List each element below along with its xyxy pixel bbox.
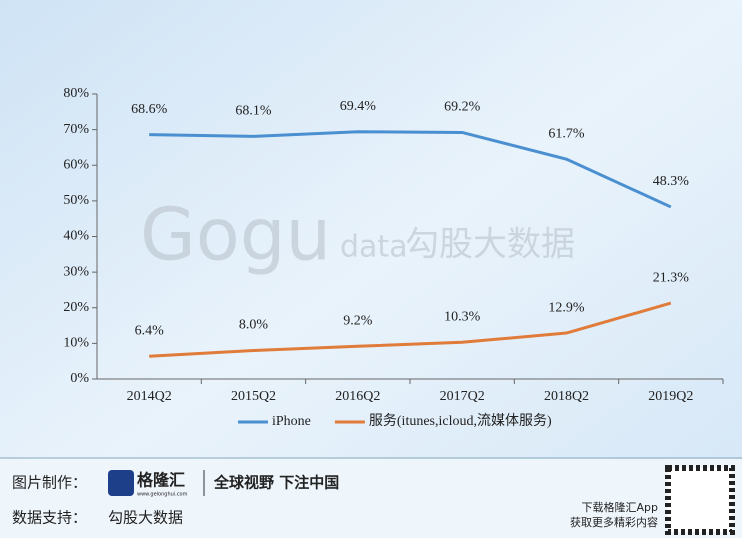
data-label: 69.4% xyxy=(340,99,377,114)
y-tick-label: 30% xyxy=(63,264,89,279)
data-label: 21.3% xyxy=(653,270,690,285)
y-tick-label: 20% xyxy=(63,300,89,315)
data-label: 6.4% xyxy=(135,323,165,338)
x-tick-label: 2019Q2 xyxy=(648,389,693,404)
data-label: 48.3% xyxy=(653,174,690,189)
series-line xyxy=(149,301,672,358)
data-label: 68.1% xyxy=(235,104,272,119)
y-tick-label: 0% xyxy=(70,371,89,386)
x-tick-label: 2016Q2 xyxy=(335,389,380,404)
x-tick-label: 2017Q2 xyxy=(440,389,485,404)
app-line1: 下载格隆汇App xyxy=(582,500,659,514)
y-tick-label: 10% xyxy=(63,336,89,351)
qr-code xyxy=(665,465,735,535)
logo-url: www.gelonghui.com xyxy=(137,492,188,498)
y-tick-label: 50% xyxy=(63,193,89,208)
data-label: 8.0% xyxy=(239,318,269,333)
data-label: 12.9% xyxy=(548,300,585,315)
watermark-name: 勾股大数据 xyxy=(405,225,575,265)
app-line2: 获取更多精彩内容 xyxy=(570,515,658,529)
data-label: 61.7% xyxy=(548,126,585,141)
watermark-suffix: data xyxy=(340,230,408,265)
y-tick-label: 40% xyxy=(63,229,89,244)
logo-text: 格隆汇 xyxy=(137,471,185,490)
data-label: 68.6% xyxy=(131,102,168,117)
x-tick-label: 2018Q2 xyxy=(544,389,589,404)
data-label: 9.2% xyxy=(343,313,373,328)
legend-label: 服务(itunes,icloud,流媒体服务) xyxy=(369,413,552,429)
y-tick-label: 80% xyxy=(63,86,89,101)
data-source: 勾股大数据 xyxy=(108,509,183,527)
y-tick-label: 60% xyxy=(63,157,89,172)
y-tick-label: 70% xyxy=(63,122,89,137)
data-label: 数据支持： xyxy=(12,509,87,527)
made-by-label: 图片制作： xyxy=(12,474,87,492)
x-tick-label: 2014Q2 xyxy=(127,389,172,404)
watermark-brand: Gogu xyxy=(140,193,331,277)
chart: 0% 10% 20% 30% 40% 50% 60% 70% 80% 2014Q2 2015Q2 20… xyxy=(63,86,724,429)
data-label: 10.3% xyxy=(444,310,481,325)
data-label: 69.2% xyxy=(444,100,481,115)
slogan: 全球视野 下注中国 xyxy=(213,474,339,492)
logo-icon xyxy=(108,470,134,496)
legend-label: iPhone xyxy=(272,414,311,429)
series-line xyxy=(149,130,672,209)
x-tick-label: 2015Q2 xyxy=(231,389,276,404)
